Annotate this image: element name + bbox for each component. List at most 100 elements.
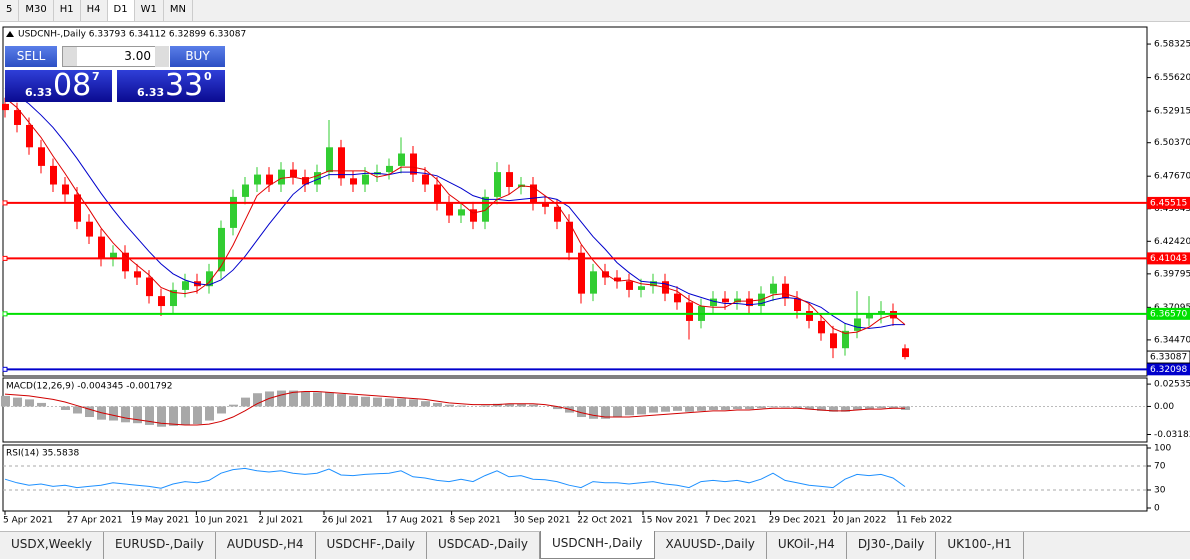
timeframe-button[interactable]: H4 [81, 0, 108, 21]
macd-bar [409, 399, 418, 407]
macd-bar [61, 406, 70, 410]
candle-body [866, 313, 873, 319]
macd-bar [745, 406, 754, 410]
y-tick-label: 6.58325 [1154, 40, 1190, 50]
timeframe-button[interactable]: 5 [0, 0, 20, 21]
macd-bar [361, 396, 370, 407]
macd-bar [517, 403, 526, 407]
buy-button[interactable]: BUY [170, 46, 225, 67]
macd-bar [529, 404, 538, 407]
timeframe-button[interactable]: MN [164, 0, 193, 21]
timeframe-button[interactable]: M30 [19, 0, 54, 21]
macd-bar [769, 406, 778, 408]
macd-bar [421, 401, 430, 407]
macd-bar [589, 406, 598, 419]
symbol-tab[interactable]: XAUUSD-,Daily [655, 532, 767, 559]
ask-quote[interactable]: 6.33 33 0 [117, 70, 225, 102]
current-price-label: 6.33087 [1150, 353, 1187, 363]
candle-body [302, 177, 309, 185]
candle-body [818, 320, 825, 334]
symbol-tab[interactable]: UKOil-,H4 [767, 532, 847, 559]
candle-body [458, 209, 465, 216]
candle-body [230, 196, 237, 228]
candle-body [686, 302, 693, 321]
y-tick-label: 30 [1154, 486, 1166, 496]
timeframe-button[interactable]: W1 [135, 0, 164, 21]
sell-button[interactable]: SELL [5, 46, 57, 67]
macd-bar [313, 392, 322, 407]
macd-bar [817, 406, 826, 411]
level-label-bg [1147, 196, 1190, 209]
bid-quote[interactable]: 6.33 08 7 [5, 70, 112, 102]
rsi-title: RSI(14) 35.5838 [6, 449, 79, 459]
symbol-tab[interactable]: USDCAD-,Daily [427, 532, 540, 559]
macd-bar [205, 406, 214, 421]
candle-body [182, 281, 189, 290]
macd-bar [73, 406, 82, 414]
symbol-tabs: USDX,Weekly EURUSD-,Daily AUDUSD-,H4 USDCHF… [0, 531, 1190, 559]
lots-down[interactable] [63, 47, 77, 66]
candle-body [770, 283, 777, 294]
lots-up[interactable] [155, 46, 169, 67]
macd-bar [877, 406, 886, 409]
macd-title: MACD(12,26,9) -0.004345 -0.001792 [6, 382, 172, 392]
candle-body [494, 172, 501, 197]
candle-body [170, 289, 177, 307]
candle-body [710, 298, 717, 307]
candle-body [290, 169, 297, 178]
level-label: 6.32098 [1150, 365, 1187, 375]
candle-body [134, 271, 141, 278]
symbol-tab[interactable]: AUDUSD-,H4 [216, 532, 316, 559]
y-tick-label: 6.50370 [1154, 138, 1190, 148]
macd-bar [781, 406, 790, 408]
macd-bar [133, 406, 142, 424]
macd-bar [337, 394, 346, 407]
candle-body [158, 296, 165, 307]
candle-body [110, 252, 117, 259]
macd-bar [637, 406, 646, 415]
x-tick-label: 5 Apr 2021 [3, 516, 53, 526]
x-tick-label: 7 Dec 2021 [705, 516, 757, 526]
macd-bar [85, 406, 94, 418]
macd-signal-line [4, 390, 905, 426]
y-tick-label: 0.00 [1154, 402, 1174, 412]
candle-body [254, 174, 261, 185]
panel-frame [2, 444, 1148, 512]
candle-body [218, 227, 225, 272]
current-price-bg [1146, 350, 1190, 364]
symbol-tab[interactable]: UK100-,H1 [936, 532, 1024, 559]
macd-bar [373, 397, 382, 407]
symbol-tab[interactable]: USDX,Weekly [0, 532, 104, 559]
macd-bar [721, 406, 730, 410]
y-tick-label: 6.47670 [1154, 172, 1190, 182]
macd-bar [553, 406, 562, 410]
candle-body [506, 172, 513, 187]
lots-input[interactable]: 3.00 [62, 46, 156, 67]
candle-body [50, 165, 57, 185]
symbol-tab[interactable]: USDCNH-,Daily [539, 531, 655, 559]
macd-bar [121, 406, 130, 423]
y-tick-label: 100 [1154, 444, 1171, 454]
level-label-bg [1147, 363, 1190, 376]
timeframe-button[interactable]: D1 [107, 0, 135, 21]
symbol-tab[interactable]: DJ30-,Daily [847, 532, 937, 559]
candle-body [590, 271, 597, 294]
level-label: 6.41043 [1150, 254, 1187, 264]
candle-body [338, 147, 345, 179]
candle-body [794, 298, 801, 312]
timeframe-button[interactable]: H1 [54, 0, 81, 21]
candle-body [350, 178, 357, 185]
candle-body [62, 184, 69, 195]
chart-title: USDCNH-,Daily 6.33793 6.34112 6.32899 6.… [18, 30, 246, 40]
x-tick-label: 10 Jun 2021 [194, 516, 248, 526]
x-tick-label: 8 Sep 2021 [450, 516, 501, 526]
y-tick-label: 6.42420 [1154, 237, 1190, 247]
macd-bar [193, 406, 202, 425]
symbol-tab[interactable]: EURUSD-,Daily [104, 532, 216, 559]
macd-bar [253, 393, 262, 407]
macd-bar [289, 390, 298, 407]
symbol-tab[interactable]: USDCHF-,Daily [316, 532, 427, 559]
y-tick-label: 0.025357 [1154, 380, 1190, 390]
candle-body [638, 286, 645, 290]
candle-body [278, 169, 285, 185]
